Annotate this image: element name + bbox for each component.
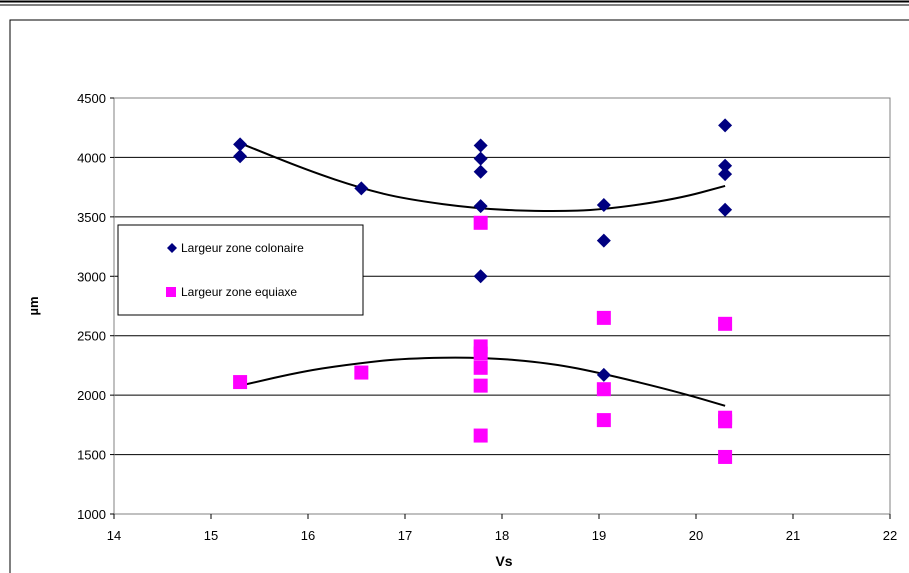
y-axis-label: µm bbox=[26, 296, 41, 315]
y-tick-label-0: 1000 bbox=[77, 507, 106, 522]
point-colonaire-11 bbox=[718, 118, 733, 133]
point-equiaxe-0 bbox=[233, 375, 248, 390]
point-colonaire-10 bbox=[596, 367, 611, 382]
point-colonaire-9 bbox=[596, 233, 611, 248]
data-points bbox=[233, 118, 733, 464]
x-tick-label-4: 18 bbox=[495, 528, 509, 543]
x-tick-label-6: 20 bbox=[689, 528, 703, 543]
legend: Largeur zone colonaire Largeur zone equi… bbox=[117, 224, 364, 316]
y-tick-label-2: 2000 bbox=[77, 388, 106, 403]
x-tick-label-0: 14 bbox=[107, 528, 121, 543]
y-tick-label-6: 4000 bbox=[77, 150, 106, 165]
y-tick-label-4: 3000 bbox=[77, 269, 106, 284]
point-equiaxe-7 bbox=[473, 428, 488, 443]
chart-area-border bbox=[9, 19, 909, 573]
x-tick-label-7: 21 bbox=[786, 528, 800, 543]
y-axis-ticks: 1000 1500 2000 2500 3000 3500 4000 4500 bbox=[77, 91, 114, 522]
y-tick-label-1: 1500 bbox=[77, 448, 106, 463]
point-colonaire-7 bbox=[473, 269, 488, 284]
point-equiaxe-6 bbox=[473, 378, 488, 393]
legend-label-colonaire: Largeur zone colonaire bbox=[181, 241, 304, 255]
point-colonaire-13 bbox=[718, 167, 733, 182]
point-colonaire-12 bbox=[718, 158, 733, 173]
point-colonaire-14 bbox=[718, 202, 733, 217]
legend-label-equiaxe: Largeur zone equiaxe bbox=[181, 285, 297, 299]
y-tick-label-5: 3500 bbox=[77, 210, 106, 225]
point-equiaxe-1 bbox=[354, 365, 369, 380]
y-tick-label-7: 4500 bbox=[77, 91, 106, 106]
point-equiaxe-5 bbox=[473, 360, 488, 375]
point-colonaire-5 bbox=[473, 164, 488, 179]
legend-marker-colonaire bbox=[167, 243, 177, 253]
trendline-1 bbox=[239, 356, 726, 407]
x-tick-label-2: 16 bbox=[301, 528, 315, 543]
point-equiaxe-10 bbox=[596, 413, 611, 428]
point-colonaire-3 bbox=[473, 138, 488, 153]
x-tick-label-8: 22 bbox=[883, 528, 897, 543]
legend-box bbox=[117, 224, 364, 316]
point-equiaxe-2 bbox=[473, 215, 488, 230]
point-equiaxe-11 bbox=[718, 316, 733, 331]
point-colonaire-4 bbox=[473, 151, 488, 166]
x-axis-label: Vs bbox=[495, 553, 512, 569]
point-equiaxe-13 bbox=[718, 414, 733, 429]
trendline-0 bbox=[239, 142, 726, 212]
trendlines bbox=[239, 142, 726, 407]
point-colonaire-8 bbox=[596, 197, 611, 212]
point-equiaxe-4 bbox=[473, 346, 488, 361]
point-colonaire-0 bbox=[233, 137, 248, 152]
point-colonaire-2 bbox=[354, 181, 369, 196]
x-tick-label-5: 19 bbox=[592, 528, 606, 543]
legend-marker-equiaxe bbox=[166, 287, 176, 297]
x-tick-label-3: 17 bbox=[398, 528, 412, 543]
point-colonaire-1 bbox=[233, 149, 248, 164]
point-colonaire-6 bbox=[473, 199, 488, 214]
point-equiaxe-9 bbox=[596, 382, 611, 397]
x-axis-ticks: 14 15 16 17 18 19 20 21 22 bbox=[107, 514, 897, 543]
point-equiaxe-14 bbox=[718, 449, 733, 464]
x-tick-label-1: 15 bbox=[204, 528, 218, 543]
point-equiaxe-8 bbox=[596, 310, 611, 325]
y-tick-label-3: 2500 bbox=[77, 329, 106, 344]
